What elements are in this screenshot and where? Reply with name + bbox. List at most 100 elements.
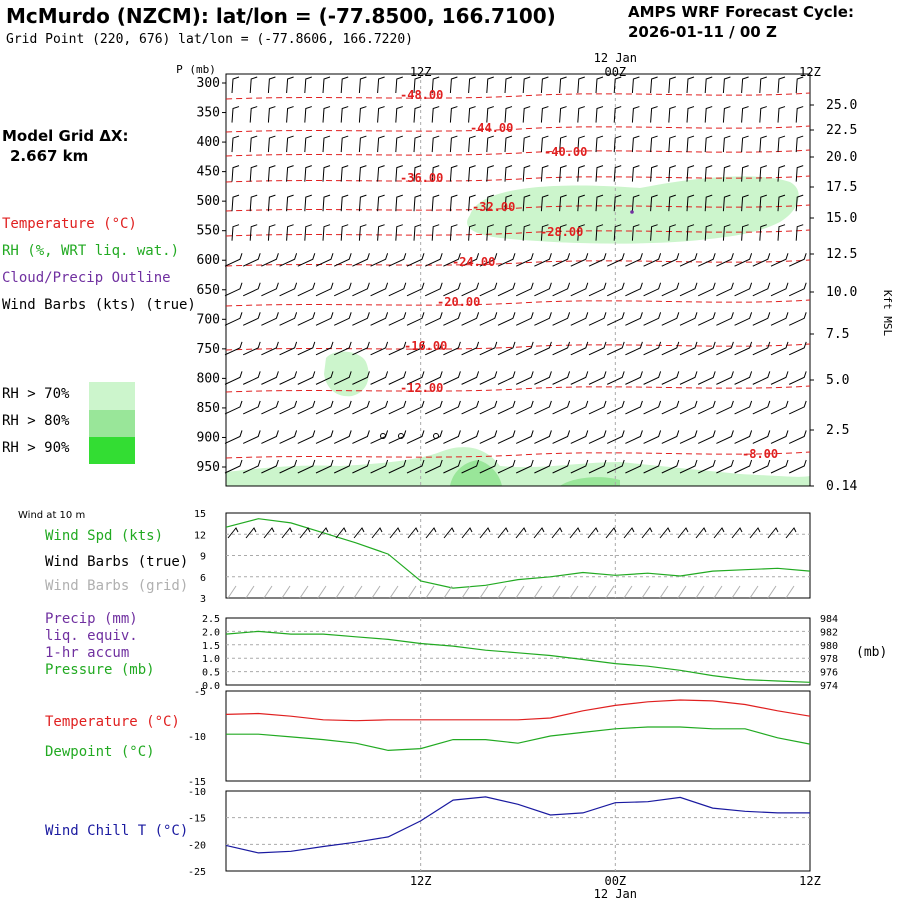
top-time-label-2: 00Z: [604, 65, 626, 79]
wind-barb-r1-c26: [704, 106, 713, 123]
surface-barb-grid-16: [515, 585, 525, 599]
wind-barb-r2-c2: [267, 135, 276, 153]
surface-barb-true-9: [389, 527, 401, 539]
wind-barb-r9-c17: [534, 341, 552, 356]
windchill-ytick-1: -15: [188, 814, 206, 825]
wind-barb-r0-c15: [504, 76, 513, 94]
wind-barb-r0-c0: [231, 76, 240, 94]
wind-barb-r4-c1: [249, 194, 258, 212]
wind-barb-r0-c25: [686, 76, 695, 94]
height-label-9: 2.5: [826, 423, 849, 438]
wind-barb-r1-c10: [413, 106, 422, 123]
wind-barb-r10-c21: [606, 371, 625, 385]
wind-barb-r1-c11: [431, 106, 440, 123]
surface-barb-grid-19: [569, 585, 579, 599]
wind-barb-r10-c10: [406, 371, 425, 385]
surface-barb-grid-30: [767, 585, 777, 599]
wind-barb-r4-c26: [704, 194, 713, 212]
wind-barb-r5-c11: [431, 224, 440, 241]
pressure-label-900: 900: [197, 430, 220, 445]
wind-barb-r6-c6: [333, 253, 352, 267]
wind-barb-r13-c26: [697, 459, 716, 474]
wind-barb-r9-c7: [352, 341, 370, 356]
xsection-frame: [225, 73, 811, 487]
wind-barb-r3-c3: [286, 165, 294, 182]
wind-barb-r9-c22: [625, 341, 643, 356]
wind-barb-r11-c18: [552, 400, 571, 415]
rh-legend-80-swatch: [89, 410, 135, 437]
wind-ytick-2: 9: [200, 552, 206, 563]
wind-barb-r4-c10: [413, 194, 422, 212]
wind-barb-r4-c9: [395, 194, 403, 212]
calm-wind-circle-0: [380, 433, 386, 439]
wind-barb-r12-c26: [697, 430, 716, 444]
surface-barb-grid-9: [389, 585, 399, 599]
wind-barb-r13-c13: [461, 459, 480, 474]
wind-barb-r10-c16: [515, 371, 534, 385]
wind-barb-r8-c1: [242, 312, 261, 326]
surface-barb-true-4: [299, 527, 311, 539]
temperature-contour-label-0: -48.00: [400, 88, 443, 102]
wind-barb-r12-c11: [424, 430, 443, 444]
wind-barb-r9-c18: [552, 341, 571, 356]
grid-point-subtitle: Grid Point (220, 676) lat/lon = (-77.860…: [6, 32, 413, 47]
wind-barb-r10-c15: [497, 371, 516, 385]
wind-barb-r10-c9: [388, 371, 407, 385]
height-label-7: 7.5: [826, 327, 849, 342]
wind-barb-r3-c21: [613, 165, 622, 182]
wind-barb-r10-c7: [352, 371, 370, 385]
wind-barb-r8-c24: [661, 312, 680, 326]
legend-cloud-precip: Cloud/Precip Outline: [2, 270, 171, 286]
precip-ytick-0: 2.5: [202, 614, 220, 625]
wind-barb-r13-c16: [515, 459, 534, 474]
wind-barb-r13-c28: [734, 459, 753, 474]
top-time-label-1: 12Z: [410, 65, 432, 79]
wind-barb-r4-c31: [795, 194, 804, 212]
windchill-ytick-0: -10: [188, 787, 206, 798]
wind-barb-r7-c15: [497, 282, 516, 297]
wind-barb-r7-c22: [625, 282, 643, 297]
wind-barb-r10-c11: [424, 371, 443, 385]
pressure-ytick-0: 984: [820, 614, 838, 625]
forecast-cycle-label: AMPS WRF Forecast Cycle:: [628, 3, 854, 21]
wind-barb-r13-c27: [716, 459, 734, 474]
wind-barb-r13-c14: [479, 459, 498, 474]
wind-barb-r10-c2: [261, 371, 279, 385]
wind-barb-r6-c8: [370, 253, 389, 267]
wind-barb-r0-c11: [431, 76, 440, 94]
surface-barb-true-28: [731, 527, 743, 539]
wind-barb-r9-c9: [388, 341, 407, 356]
panel-frame-3: [225, 690, 811, 782]
wind-barb-r4-c11: [431, 194, 440, 212]
temperature-contour-label-6: -24.00: [452, 255, 495, 269]
temperature-contour-10: [225, 451, 811, 459]
wind-barb-r1-c22: [631, 106, 640, 123]
top-date-label: 12 Jan: [594, 51, 637, 65]
surface-barb-true-27: [713, 527, 725, 539]
bottom-time-label-0: 12Z: [410, 874, 432, 888]
wind-barb-r4-c21: [613, 194, 622, 212]
pressure-label: Pressure (mb): [45, 662, 155, 678]
wind-barb-r6-c22: [625, 253, 643, 267]
wind-barb-r12-c12: [443, 430, 461, 444]
cloud-point: [630, 210, 634, 214]
model-grid-value: 2.667 km: [10, 147, 89, 165]
surface-barb-true-0: [227, 527, 239, 539]
wind-barb-r3-c16: [522, 165, 531, 182]
wind-barb-r9-c28: [734, 341, 753, 356]
wind-barb-r10-c1: [242, 371, 261, 385]
surface-barb-true-18: [551, 527, 563, 539]
wind-barb-r6-c19: [570, 253, 589, 267]
wind-barb-r3-c11: [431, 165, 440, 182]
wind-barb-r12-c15: [497, 430, 516, 444]
pressure-label-750: 750: [197, 342, 220, 357]
wind-barb-r5-c22: [631, 224, 640, 241]
wind-barb-r11-c13: [461, 400, 480, 415]
panel-frame-2: [225, 617, 811, 686]
wind-barb-r1-c18: [559, 106, 567, 123]
height-label-4: 15.0: [826, 211, 857, 226]
wind-barb-r8-c4: [297, 312, 316, 326]
wind-barb-r10-c6: [333, 371, 352, 385]
pressure-axis-title: P (mb): [176, 63, 216, 76]
surface-barb-grid-31: [785, 585, 795, 599]
